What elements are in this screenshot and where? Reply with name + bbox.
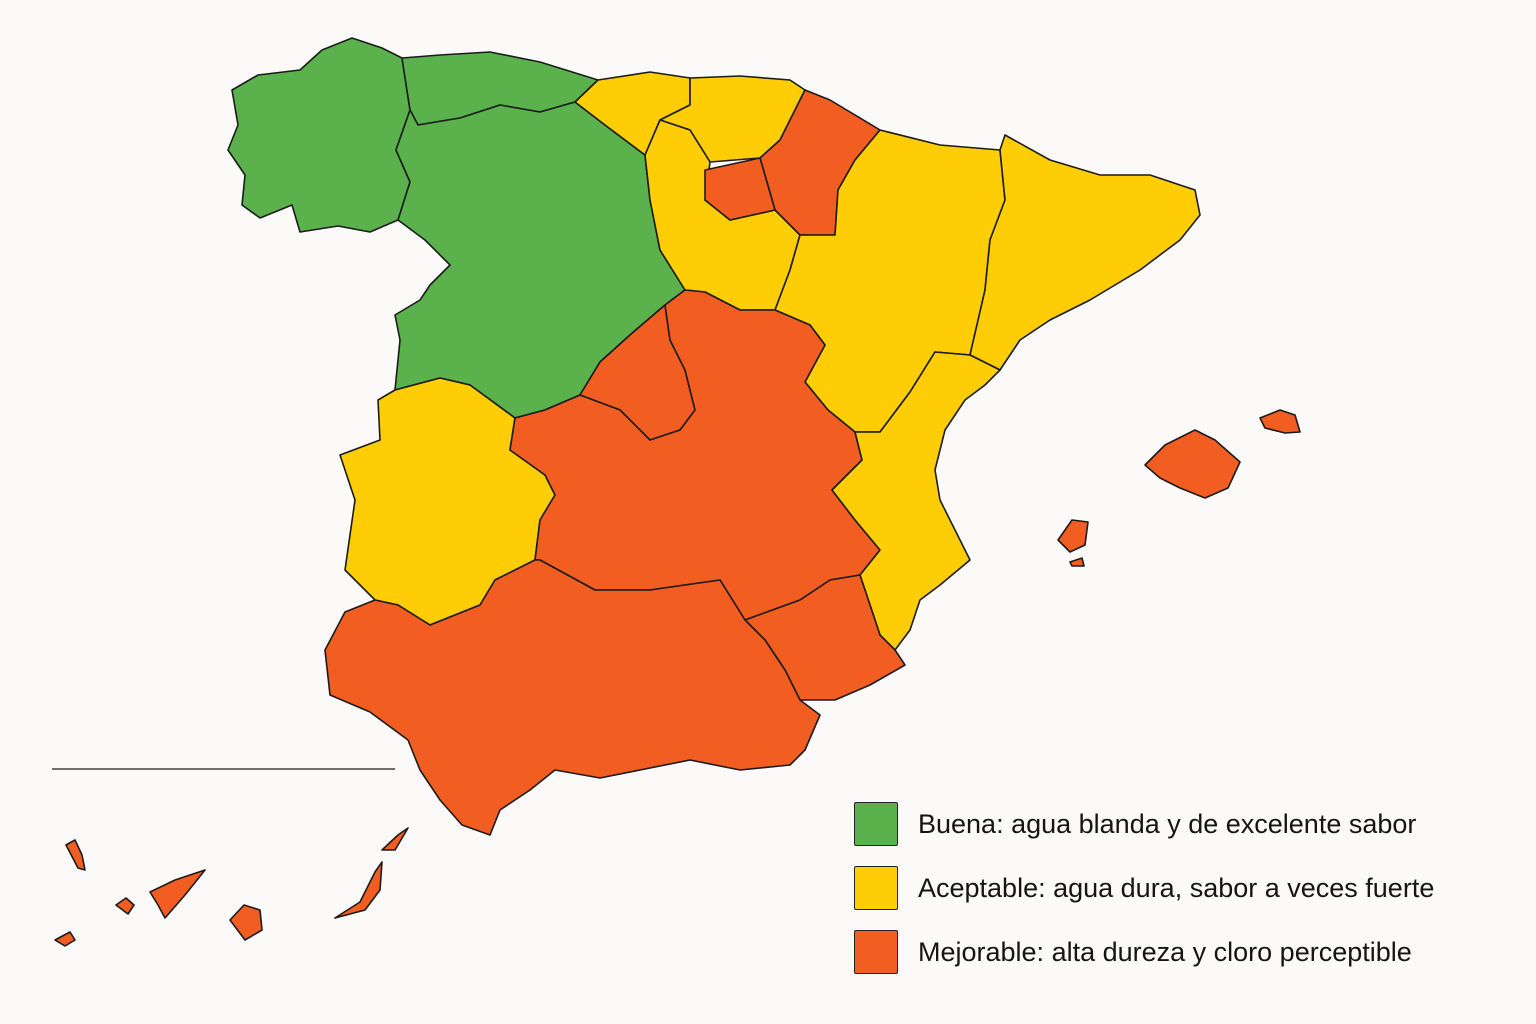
- legend-label-aceptable: Aceptable: agua dura, sabor a veces fuer…: [918, 872, 1435, 903]
- region-la-gomera: [115, 897, 135, 915]
- legend-label-buena: Buena: agua blanda y de excelente sabor: [918, 808, 1417, 839]
- region-fuerteventura: [334, 861, 383, 919]
- region-mallorca: [1144, 429, 1241, 499]
- region-andalucia: [324, 559, 821, 836]
- legend-item-mejorable: Mejorable: alta dureza y cloro perceptib…: [854, 928, 1434, 976]
- region-la-rioja: [704, 157, 776, 221]
- legend: Buena: agua blanda y de excelente sabor …: [854, 800, 1434, 992]
- region-galicia: [227, 37, 411, 233]
- region-ibiza: [1057, 519, 1089, 553]
- region-el-hierro: [54, 931, 76, 947]
- region-gran-canaria: [229, 904, 263, 941]
- legend-swatch-buena: [854, 802, 898, 846]
- region-la-palma: [65, 839, 86, 871]
- legend-swatch-aceptable: [854, 866, 898, 910]
- legend-item-buena: Buena: agua blanda y de excelente sabor: [854, 800, 1434, 848]
- legend-label-mejorable: Mejorable: alta dureza y cloro perceptib…: [918, 936, 1412, 967]
- region-cataluna: [969, 134, 1201, 371]
- region-tenerife: [149, 869, 206, 919]
- region-menorca: [1259, 409, 1301, 434]
- legend-item-aceptable: Aceptable: agua dura, sabor a veces fuer…: [854, 864, 1434, 912]
- region-formentera: [1069, 557, 1085, 567]
- legend-swatch-mejorable: [854, 930, 898, 974]
- region-lanzarote: [381, 827, 409, 851]
